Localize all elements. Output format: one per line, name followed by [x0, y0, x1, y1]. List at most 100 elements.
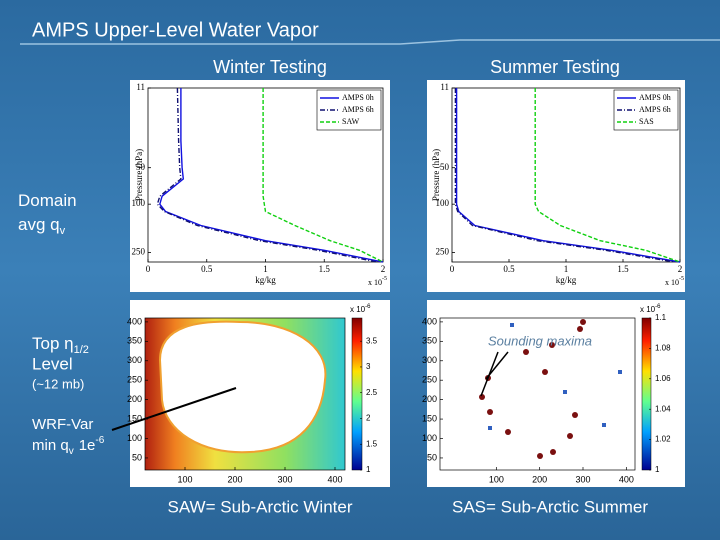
- x-tick-label: 300: [575, 474, 590, 484]
- colorbar-tick-label: 1.08: [655, 344, 671, 353]
- pointer-line: [111, 387, 237, 431]
- y-tick-label: 50: [440, 162, 450, 172]
- y-tick-label: 300: [422, 355, 437, 365]
- x-tick-label: 100: [489, 474, 504, 484]
- x-tick-label: 0.5: [503, 264, 515, 274]
- sounding-dot: [577, 326, 583, 332]
- y-axis-label: Pressure (hPa): [431, 149, 441, 201]
- annotation: Sounding maxima: [488, 333, 592, 348]
- sounding-dot: [550, 449, 556, 455]
- x-tick-label: 400: [619, 474, 634, 484]
- y-tick-label: 400: [127, 316, 142, 326]
- y-tick-label: 11: [440, 82, 449, 92]
- colorbar-tick-label: 1: [655, 465, 660, 474]
- colorbar-tick-label: 1.02: [655, 435, 671, 444]
- colorbar: [351, 317, 363, 471]
- x-tick-label: 300: [277, 474, 292, 484]
- colorbar-tick-label: 1: [366, 465, 371, 474]
- y-tick-label: 150: [422, 413, 437, 423]
- annotation-arrow: [485, 351, 509, 380]
- legend-label: AMPS 0h: [639, 93, 671, 102]
- colorbar-multiplier: x 10-6: [640, 304, 661, 315]
- colorbar-tick-label: 1.06: [655, 374, 671, 383]
- y-tick-label: 200: [127, 394, 142, 404]
- label-subscript: 1/2: [74, 344, 89, 356]
- multiplier-base: x 10: [350, 305, 366, 314]
- title-rule: [20, 39, 720, 45]
- label-subscript: v: [69, 446, 74, 457]
- top-label: Top η1/2: [32, 334, 89, 355]
- x-tick-label: 200: [227, 474, 242, 484]
- colorbar: [641, 317, 652, 471]
- label-superscript: -6: [95, 435, 104, 446]
- y-tick-label: 350: [422, 336, 437, 346]
- sounding-dot: [487, 409, 493, 415]
- x-tick-label: 0: [450, 264, 455, 274]
- x-tick-label: 0: [146, 264, 151, 274]
- wrf-label: min qv 1e-6: [32, 435, 105, 457]
- domain-label: avg qv: [18, 215, 66, 236]
- sounding-dot: [572, 412, 578, 418]
- y-tick-label: 250: [132, 246, 146, 256]
- domain-label: Domain: [18, 191, 77, 210]
- profile-line: [534, 88, 681, 263]
- multiplier-exponent: -5: [679, 276, 684, 282]
- x-tick-label: 2: [678, 264, 683, 274]
- y-tick-label: 100: [127, 433, 142, 443]
- x-tick-label: 200: [532, 474, 547, 484]
- top-label: Level: [32, 354, 73, 373]
- y-tick-label: 300: [127, 355, 142, 365]
- profile-line: [455, 88, 681, 263]
- colorbar-tick-label: 1.04: [655, 404, 671, 413]
- y-tick-label: 50: [136, 162, 146, 172]
- label-text: 1e: [79, 437, 96, 454]
- x-tick-label: 1: [564, 264, 569, 274]
- y-tick-label: 50: [427, 452, 437, 462]
- sounding-dot: [542, 369, 548, 375]
- heatmap-blob: [158, 320, 327, 454]
- label-text: Top η: [32, 334, 74, 353]
- label-text: Domain: [18, 191, 77, 210]
- colorbar-tick-label: 1.5: [366, 439, 378, 448]
- sounding-square: [618, 370, 622, 374]
- sounding-square: [563, 390, 567, 394]
- y-tick-label: 100: [132, 198, 146, 208]
- sounding-square: [602, 423, 606, 427]
- sounding-dot: [549, 342, 555, 348]
- y-tick-label: 50: [132, 452, 142, 462]
- colorbar-tick-label: 3: [366, 362, 371, 371]
- sounding-square: [488, 426, 492, 430]
- x-tick-label: 2: [381, 264, 386, 274]
- multiplier-exponent: -5: [382, 276, 387, 282]
- y-tick-label: 200: [422, 394, 437, 404]
- x-tick-label: 0.5: [201, 264, 213, 274]
- legend-label: AMPS 6h: [342, 105, 374, 114]
- caption: SAW= Sub-Arctic Winter: [168, 497, 353, 516]
- caption: SAS= Sub-Arctic Summer: [452, 497, 648, 516]
- map-frame: [439, 317, 636, 471]
- sounding-square: [510, 323, 514, 327]
- x-tick-label: 1: [263, 264, 268, 274]
- y-tick-label: 350: [127, 336, 142, 346]
- profile-line: [156, 87, 378, 263]
- colorbar-multiplier: x 10-6: [350, 304, 371, 315]
- multiplier-exponent: -6: [365, 304, 371, 310]
- x-tick-label: 100: [177, 474, 192, 484]
- y-tick-label: 250: [422, 375, 437, 385]
- label-text: min q: [32, 437, 69, 454]
- plot-heading: Winter Testing: [213, 57, 327, 77]
- profile-line: [262, 88, 384, 263]
- multiplier-base: x 10: [665, 278, 679, 287]
- sounding-dot: [523, 349, 529, 355]
- x-multiplier: x 10-5: [665, 276, 684, 286]
- y-tick-label: 11: [136, 82, 145, 92]
- sounding-dot: [537, 453, 543, 459]
- map-frame: [144, 317, 346, 471]
- multiplier-base: x 10: [368, 278, 382, 287]
- x-multiplier: x 10-5: [368, 276, 387, 286]
- plot-heading: Summer Testing: [490, 57, 620, 77]
- x-tick-label: 1.5: [617, 264, 629, 274]
- y-tick-label: 250: [436, 246, 450, 256]
